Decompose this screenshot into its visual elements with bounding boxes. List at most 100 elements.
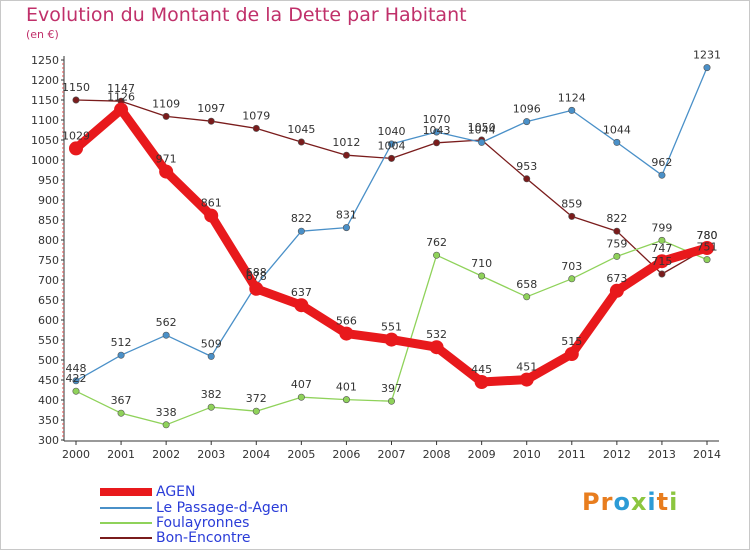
y-tick-label-1100: 1100 xyxy=(31,114,59,127)
chart-title: Evolution du Montant de la Dette par Hab… xyxy=(26,4,467,26)
data-label-agen-2014: 780 xyxy=(697,229,718,242)
data-point-bon-encontre-2013 xyxy=(658,270,666,278)
data-point-le-passage-d-agen-2012 xyxy=(613,138,621,146)
data-point-le-passage-d-agen-2005 xyxy=(297,227,305,235)
y-tick-label-600: 600 xyxy=(38,314,59,327)
data-point-bon-encontre-2012 xyxy=(613,227,621,235)
data-point-agen-2006 xyxy=(339,326,354,341)
data-label-agen-2000: 1029 xyxy=(62,129,90,142)
legend-swatch-foulayronnes xyxy=(100,522,152,524)
data-label-bon-encontre-2011: 859 xyxy=(561,197,582,210)
data-point-le-passage-d-agen-2009 xyxy=(478,138,486,146)
x-tick-label-2006: 2006 xyxy=(332,448,360,461)
x-tick-label-2007: 2007 xyxy=(378,448,406,461)
data-label-bon-encontre-2005: 1045 xyxy=(287,123,315,136)
data-point-foulayronnes-2007 xyxy=(387,397,395,405)
data-label-agen-2010: 451 xyxy=(516,361,537,374)
x-tick-label-2009: 2009 xyxy=(468,448,496,461)
data-point-foulayronnes-2006 xyxy=(342,396,350,404)
x-tick-label-2008: 2008 xyxy=(423,448,451,461)
y-tick-label-1250: 1250 xyxy=(31,54,59,67)
data-point-bon-encontre-2006 xyxy=(342,151,350,159)
data-label-foulayronnes-2001: 367 xyxy=(111,394,132,407)
data-point-agen-2002 xyxy=(159,164,174,179)
data-label-agen-2012: 673 xyxy=(606,272,627,285)
data-point-foulayronnes-2000 xyxy=(72,387,80,395)
y-tick-label-500: 500 xyxy=(38,354,59,367)
data-point-foulayronnes-2008 xyxy=(433,251,441,259)
chart-unit: (en €) xyxy=(26,28,59,41)
x-tick-label-2012: 2012 xyxy=(603,448,631,461)
data-label-foulayronnes-2011: 703 xyxy=(561,260,582,273)
data-label-le-passage-d-agen-2005: 822 xyxy=(291,212,312,225)
y-tick-label-300: 300 xyxy=(38,434,59,447)
data-point-le-passage-d-agen-2014 xyxy=(703,64,711,72)
data-point-le-passage-d-agen-2000 xyxy=(72,377,80,385)
data-label-agen-2008: 532 xyxy=(426,328,447,341)
y-tick-label-400: 400 xyxy=(38,394,59,407)
data-point-agen-2014 xyxy=(700,241,714,255)
data-point-foulayronnes-2004 xyxy=(252,407,260,415)
legend-label-agen: AGEN xyxy=(156,484,196,500)
data-point-agen-2011 xyxy=(564,347,579,361)
legend-label-foulayronnes: Foulayronnes xyxy=(156,515,250,531)
data-label-le-passage-d-agen-2014: 1231 xyxy=(693,49,721,62)
data-point-foulayronnes-2001 xyxy=(117,409,125,417)
x-tick-label-2001: 2001 xyxy=(107,448,135,461)
data-label-le-passage-d-agen-2006: 831 xyxy=(336,209,357,222)
data-point-bon-encontre-2011 xyxy=(568,212,576,220)
data-point-le-passage-d-agen-2001 xyxy=(117,351,125,359)
data-label-bon-encontre-2007: 1004 xyxy=(378,139,406,152)
logo-part-i: i xyxy=(647,488,657,516)
x-tick-label-2013: 2013 xyxy=(648,448,676,461)
data-point-agen-2008 xyxy=(429,340,444,355)
data-label-agen-2005: 637 xyxy=(291,286,312,299)
data-point-bon-encontre-2002 xyxy=(162,112,170,120)
data-label-le-passage-d-agen-2009: 1044 xyxy=(468,123,496,136)
data-point-bon-encontre-2007 xyxy=(387,154,395,162)
data-label-foulayronnes-2005: 407 xyxy=(291,378,312,391)
data-point-le-passage-d-agen-2013 xyxy=(658,171,666,179)
y-tick-label-1050: 1050 xyxy=(31,134,59,147)
data-point-le-passage-d-agen-2010 xyxy=(523,118,531,126)
data-label-bon-encontre-2008: 1043 xyxy=(423,124,451,137)
data-label-le-passage-d-agen-2012: 1044 xyxy=(603,123,631,136)
legend-label-le-passage-d-agen: Le Passage-d-Agen xyxy=(156,500,289,516)
data-label-agen-2007: 551 xyxy=(381,321,402,334)
y-tick-label-750: 750 xyxy=(38,254,59,267)
data-point-agen-2012 xyxy=(609,283,624,298)
data-label-foulayronnes-2000: 422 xyxy=(66,372,87,385)
y-tick-label-450: 450 xyxy=(38,374,59,387)
data-point-agen-2010 xyxy=(519,372,534,387)
data-point-agen-2007 xyxy=(384,332,399,347)
legend-swatch-le-passage-d-agen xyxy=(100,507,152,509)
data-label-le-passage-d-agen-2003: 509 xyxy=(201,337,222,350)
data-point-foulayronnes-2002 xyxy=(162,421,170,429)
data-label-foulayronnes-2014: 751 xyxy=(697,241,718,254)
y-tick-label-950: 950 xyxy=(38,174,59,187)
data-label-foulayronnes-2013: 799 xyxy=(651,221,672,234)
y-tick-label-1000: 1000 xyxy=(31,154,59,167)
data-point-foulayronnes-2009 xyxy=(478,272,486,280)
y-tick-label-650: 650 xyxy=(38,294,59,307)
data-point-le-passage-d-agen-2003 xyxy=(207,352,215,360)
data-label-le-passage-d-agen-2004: 688 xyxy=(246,266,267,279)
data-label-le-passage-d-agen-2007: 1040 xyxy=(378,125,406,138)
data-label-foulayronnes-2002: 338 xyxy=(156,406,177,419)
data-point-agen-2001 xyxy=(114,102,129,117)
data-point-bon-encontre-2000 xyxy=(72,96,80,104)
x-tick-label-2000: 2000 xyxy=(62,448,90,461)
data-point-foulayronnes-2013 xyxy=(658,236,666,244)
data-label-bon-encontre-2013: 715 xyxy=(651,255,672,268)
logo-part-i2: i xyxy=(669,488,679,516)
data-point-agen-2000 xyxy=(69,141,83,156)
data-label-agen-2013: 747 xyxy=(651,242,672,255)
data-point-le-passage-d-agen-2006 xyxy=(342,224,350,232)
data-point-foulayronnes-2012 xyxy=(613,252,621,260)
logo-part-t: t xyxy=(656,488,670,516)
data-label-foulayronnes-2009: 710 xyxy=(471,257,492,270)
x-tick-label-2005: 2005 xyxy=(287,448,315,461)
data-point-agen-2004 xyxy=(249,281,264,296)
